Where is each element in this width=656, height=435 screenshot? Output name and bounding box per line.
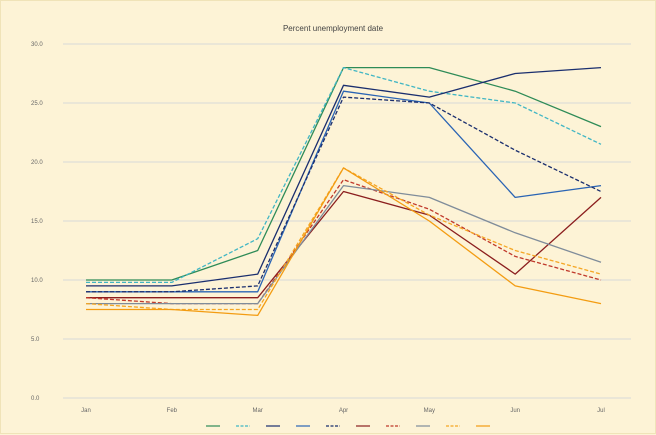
series-line: [86, 66, 602, 284]
series-line: [86, 96, 602, 293]
x-tick-label: Apr: [339, 408, 348, 414]
y-tick-label: 10.0: [31, 278, 43, 284]
series-line: [85, 179, 602, 305]
y-tick-label: 0.0: [31, 396, 40, 402]
x-tick-label: Jan: [81, 408, 91, 414]
x-tick-label: Mar: [252, 408, 262, 414]
x-tick-label: Jun: [510, 408, 520, 414]
series-lines: [85, 66, 602, 317]
y-tick-label: 15.0: [31, 219, 43, 225]
x-tick-label: Jul: [597, 408, 605, 414]
x-axis-ticks: Jan Feb Mar Apr May Jun Jul: [81, 408, 605, 414]
chart-title: Percent unemployment date: [283, 24, 384, 33]
series-line: [86, 66, 602, 287]
x-tick-label: Feb: [167, 408, 178, 414]
series-line: [86, 184, 602, 305]
y-tick-label: 30.0: [31, 42, 43, 48]
grid-lines: [63, 43, 631, 399]
x-tick-label: May: [424, 408, 435, 414]
series-line: [86, 167, 602, 317]
y-tick-label: 20.0: [31, 160, 43, 166]
y-tick-label: 25.0: [31, 101, 43, 107]
series-line: [86, 66, 602, 281]
series-line: [86, 190, 602, 299]
y-axis-ticks: 0.0 5.0 10.0 15.0 20.0 25.0 30.0: [31, 42, 43, 402]
y-tick-label: 5.0: [31, 337, 40, 343]
